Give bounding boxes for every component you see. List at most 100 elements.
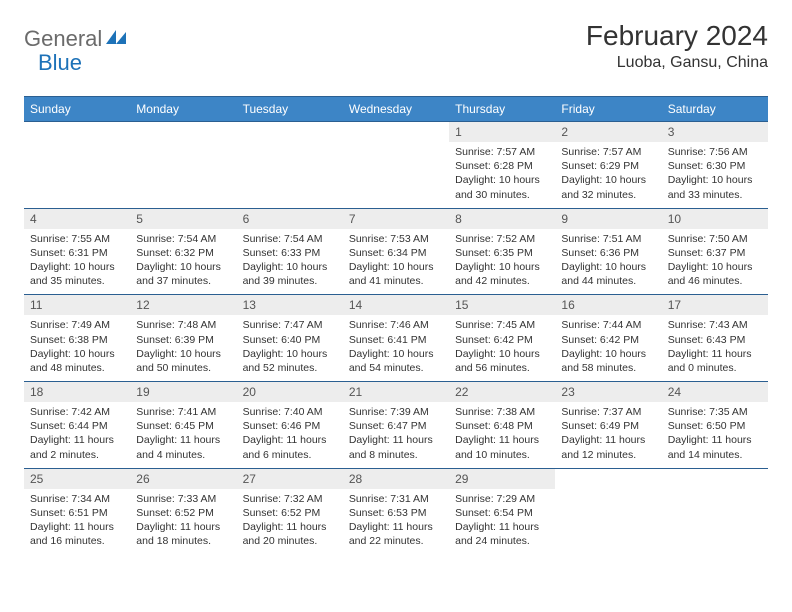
- day-number-cell: 5: [130, 208, 236, 229]
- weekday-header: Tuesday: [237, 97, 343, 122]
- sunset-text: Sunset: 6:33 PM: [243, 246, 337, 260]
- logo-blue-text-wrap: Blue: [38, 50, 82, 76]
- day-details: Sunrise: 7:55 AMSunset: 6:31 PMDaylight:…: [24, 229, 130, 295]
- day-number-cell: 18: [24, 382, 130, 403]
- sunrise-text: Sunrise: 7:54 AM: [243, 232, 337, 246]
- day-details: Sunrise: 7:49 AMSunset: 6:38 PMDaylight:…: [24, 315, 130, 381]
- sunset-text: Sunset: 6:46 PM: [243, 419, 337, 433]
- day-body-cell: [130, 142, 236, 208]
- sunrise-text: Sunrise: 7:51 AM: [561, 232, 655, 246]
- daylight-text: Daylight: 11 hours: [455, 433, 549, 447]
- day-details: Sunrise: 7:57 AMSunset: 6:28 PMDaylight:…: [449, 142, 555, 208]
- day-body-cell: Sunrise: 7:40 AMSunset: 6:46 PMDaylight:…: [237, 402, 343, 468]
- daylight-text: Daylight: 10 hours: [30, 347, 124, 361]
- day-body-cell: Sunrise: 7:43 AMSunset: 6:43 PMDaylight:…: [662, 315, 768, 381]
- daylight-text: Daylight: 11 hours: [668, 347, 762, 361]
- day-body-cell: Sunrise: 7:31 AMSunset: 6:53 PMDaylight:…: [343, 489, 449, 555]
- sunset-text: Sunset: 6:31 PM: [30, 246, 124, 260]
- sunrise-text: Sunrise: 7:55 AM: [30, 232, 124, 246]
- daynum-row: 45678910: [24, 208, 768, 229]
- daylight-text: and 42 minutes.: [455, 274, 549, 288]
- location: Luoba, Gansu, China: [586, 54, 768, 72]
- day-details: Sunrise: 7:48 AMSunset: 6:39 PMDaylight:…: [130, 315, 236, 381]
- logo: General: [24, 20, 128, 52]
- day-body-cell: Sunrise: 7:57 AMSunset: 6:28 PMDaylight:…: [449, 142, 555, 208]
- sunset-text: Sunset: 6:42 PM: [455, 333, 549, 347]
- day-body-cell: Sunrise: 7:53 AMSunset: 6:34 PMDaylight:…: [343, 229, 449, 295]
- daylight-text: and 46 minutes.: [668, 274, 762, 288]
- day-details: Sunrise: 7:39 AMSunset: 6:47 PMDaylight:…: [343, 402, 449, 468]
- sunset-text: Sunset: 6:52 PM: [136, 506, 230, 520]
- day-number-cell: [237, 122, 343, 143]
- week-row: Sunrise: 7:49 AMSunset: 6:38 PMDaylight:…: [24, 315, 768, 381]
- logo-mark-icon: [106, 30, 126, 44]
- daylight-text: Daylight: 10 hours: [561, 347, 655, 361]
- daynum-row: 123: [24, 122, 768, 143]
- daylight-text: and 22 minutes.: [349, 534, 443, 548]
- daylight-text: and 20 minutes.: [243, 534, 337, 548]
- sunset-text: Sunset: 6:35 PM: [455, 246, 549, 260]
- daylight-text: Daylight: 11 hours: [243, 520, 337, 534]
- sunrise-text: Sunrise: 7:46 AM: [349, 318, 443, 332]
- day-number-cell: 11: [24, 295, 130, 316]
- daylight-text: Daylight: 11 hours: [455, 520, 549, 534]
- sunset-text: Sunset: 6:43 PM: [668, 333, 762, 347]
- sunrise-text: Sunrise: 7:35 AM: [668, 405, 762, 419]
- sunrise-text: Sunrise: 7:40 AM: [243, 405, 337, 419]
- day-body-cell: Sunrise: 7:45 AMSunset: 6:42 PMDaylight:…: [449, 315, 555, 381]
- sunrise-text: Sunrise: 7:39 AM: [349, 405, 443, 419]
- sunrise-text: Sunrise: 7:31 AM: [349, 492, 443, 506]
- day-body-cell: Sunrise: 7:33 AMSunset: 6:52 PMDaylight:…: [130, 489, 236, 555]
- day-number-cell: 21: [343, 382, 449, 403]
- day-number-cell: 12: [130, 295, 236, 316]
- day-body-cell: Sunrise: 7:39 AMSunset: 6:47 PMDaylight:…: [343, 402, 449, 468]
- day-number-cell: 10: [662, 208, 768, 229]
- sunrise-text: Sunrise: 7:29 AM: [455, 492, 549, 506]
- sunrise-text: Sunrise: 7:34 AM: [30, 492, 124, 506]
- day-number-cell: [343, 122, 449, 143]
- daylight-text: and 8 minutes.: [349, 448, 443, 462]
- daylight-text: Daylight: 10 hours: [136, 260, 230, 274]
- day-number-cell: 25: [24, 468, 130, 489]
- daylight-text: and 52 minutes.: [243, 361, 337, 375]
- day-details: Sunrise: 7:38 AMSunset: 6:48 PMDaylight:…: [449, 402, 555, 468]
- day-number-cell: 27: [237, 468, 343, 489]
- day-details: Sunrise: 7:43 AMSunset: 6:43 PMDaylight:…: [662, 315, 768, 381]
- daylight-text: and 32 minutes.: [561, 188, 655, 202]
- day-number-cell: [662, 468, 768, 489]
- day-details: Sunrise: 7:29 AMSunset: 6:54 PMDaylight:…: [449, 489, 555, 555]
- daylight-text: Daylight: 11 hours: [30, 433, 124, 447]
- daylight-text: and 39 minutes.: [243, 274, 337, 288]
- day-number-cell: 9: [555, 208, 661, 229]
- day-details: Sunrise: 7:56 AMSunset: 6:30 PMDaylight:…: [662, 142, 768, 208]
- daylight-text: and 37 minutes.: [136, 274, 230, 288]
- daylight-text: Daylight: 11 hours: [561, 433, 655, 447]
- daylight-text: Daylight: 10 hours: [455, 173, 549, 187]
- day-number-cell: 24: [662, 382, 768, 403]
- daylight-text: Daylight: 10 hours: [668, 260, 762, 274]
- daylight-text: and 58 minutes.: [561, 361, 655, 375]
- daylight-text: Daylight: 11 hours: [668, 433, 762, 447]
- daylight-text: Daylight: 10 hours: [349, 347, 443, 361]
- day-number-cell: 1: [449, 122, 555, 143]
- day-body-cell: [555, 489, 661, 555]
- day-body-cell: Sunrise: 7:38 AMSunset: 6:48 PMDaylight:…: [449, 402, 555, 468]
- weekday-header-row: SundayMondayTuesdayWednesdayThursdayFrid…: [24, 97, 768, 122]
- sunset-text: Sunset: 6:52 PM: [243, 506, 337, 520]
- daynum-row: 18192021222324: [24, 382, 768, 403]
- day-details: Sunrise: 7:34 AMSunset: 6:51 PMDaylight:…: [24, 489, 130, 555]
- day-number-cell: [555, 468, 661, 489]
- calendar-head: SundayMondayTuesdayWednesdayThursdayFrid…: [24, 97, 768, 122]
- daylight-text: and 30 minutes.: [455, 188, 549, 202]
- daylight-text: Daylight: 10 hours: [455, 260, 549, 274]
- sunset-text: Sunset: 6:29 PM: [561, 159, 655, 173]
- day-body-cell: Sunrise: 7:54 AMSunset: 6:32 PMDaylight:…: [130, 229, 236, 295]
- day-number-cell: [130, 122, 236, 143]
- day-details: Sunrise: 7:51 AMSunset: 6:36 PMDaylight:…: [555, 229, 661, 295]
- daylight-text: and 48 minutes.: [30, 361, 124, 375]
- day-number-cell: 17: [662, 295, 768, 316]
- sunrise-text: Sunrise: 7:57 AM: [561, 145, 655, 159]
- weekday-header: Wednesday: [343, 97, 449, 122]
- daylight-text: Daylight: 11 hours: [30, 520, 124, 534]
- sunrise-text: Sunrise: 7:47 AM: [243, 318, 337, 332]
